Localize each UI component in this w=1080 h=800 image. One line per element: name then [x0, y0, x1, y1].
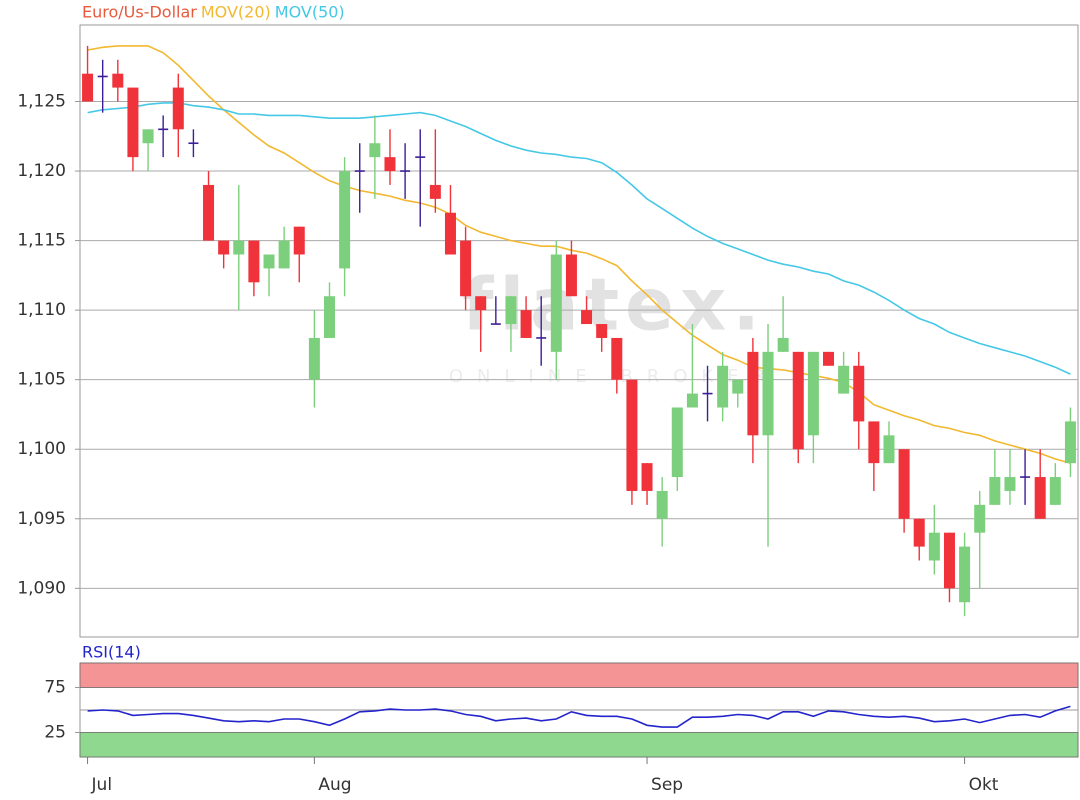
x-tick-label: Jul [91, 775, 113, 795]
candle-body [792, 351, 804, 450]
candle-body [444, 212, 456, 255]
candle-body [943, 532, 955, 589]
candle-body [853, 365, 865, 422]
candle-body [747, 351, 759, 436]
y-tick-label: 1,105 [17, 370, 66, 390]
moving-average-line [87, 102, 1071, 375]
price-panel [79, 24, 1079, 638]
candle-body [1004, 477, 1016, 491]
candle-body [913, 518, 925, 547]
candle-body [989, 477, 1001, 505]
candle-body [581, 310, 593, 325]
candle-body [324, 296, 335, 338]
moving-average-line [87, 45, 1071, 464]
candle-body [384, 157, 396, 172]
candle-body [883, 435, 895, 464]
candle-body [762, 351, 774, 436]
candle-body [641, 463, 653, 491]
x-tick-label: Okt [969, 775, 999, 795]
candle-body [460, 240, 472, 297]
candle-body [429, 184, 441, 199]
candle-body [626, 379, 638, 491]
candle-body [82, 73, 94, 102]
candle-body [475, 296, 487, 311]
candle-body [565, 254, 577, 297]
legend-entry: MOV(20) [201, 3, 271, 22]
candle-body [959, 546, 971, 603]
candle-body [596, 324, 608, 338]
y-tick-label: 1,110 [17, 300, 66, 320]
candle-body [777, 337, 789, 352]
candle-body [278, 240, 290, 269]
y-tick-label: 25 [44, 722, 66, 742]
candle-body [898, 449, 910, 519]
legend-entry: Euro/Us-Dollar [82, 3, 197, 22]
candle-body [974, 504, 986, 533]
overbought-band [79, 662, 1079, 688]
candle-body [671, 407, 683, 478]
y-tick-label: 1,125 [17, 92, 66, 112]
candle-body [868, 421, 880, 464]
candle-body [369, 143, 381, 158]
y-tick-label: 1,120 [17, 161, 66, 181]
y-tick-label: 1,115 [17, 231, 66, 251]
candle-body [203, 184, 215, 241]
candle-body [248, 240, 260, 283]
y-tick-label: 1,100 [17, 439, 66, 459]
x-tick-label: Sep [651, 775, 683, 795]
candle-body [928, 532, 940, 561]
candle-body [112, 73, 124, 88]
oversold-band [79, 732, 1079, 758]
y-tick-label: 1,095 [17, 509, 66, 529]
candle-body [686, 393, 698, 408]
candle-body [339, 171, 351, 269]
candle-body [611, 337, 623, 380]
x-tick-label: Aug [318, 775, 351, 795]
y-tick-label: 1,090 [17, 578, 66, 598]
rsi-line [87, 705, 1071, 728]
panel-label: RSI(14) [82, 643, 141, 662]
candle-body [142, 129, 154, 144]
y-tick-label: 75 [44, 678, 66, 698]
candle-body [218, 240, 230, 255]
candle-body [838, 365, 850, 394]
candle-body [807, 351, 819, 436]
candle-body [550, 254, 562, 352]
candle-body [263, 254, 275, 269]
candle-body [732, 379, 744, 394]
candle-body [1064, 421, 1076, 464]
candle-body [127, 87, 139, 158]
candle-body [1034, 477, 1046, 519]
candle-body [656, 490, 668, 519]
candle-body [520, 310, 532, 338]
candle-body [1049, 477, 1061, 505]
candle-body [823, 351, 834, 366]
candle-body [293, 226, 305, 255]
candle-body [505, 296, 517, 325]
candle-body [172, 87, 184, 130]
watermark-sub: ONLINE BROKER [449, 366, 779, 387]
legend-entry: MOV(50) [275, 3, 345, 22]
candle-body [233, 240, 245, 255]
candle-body [308, 337, 320, 380]
candle-body [717, 365, 729, 408]
